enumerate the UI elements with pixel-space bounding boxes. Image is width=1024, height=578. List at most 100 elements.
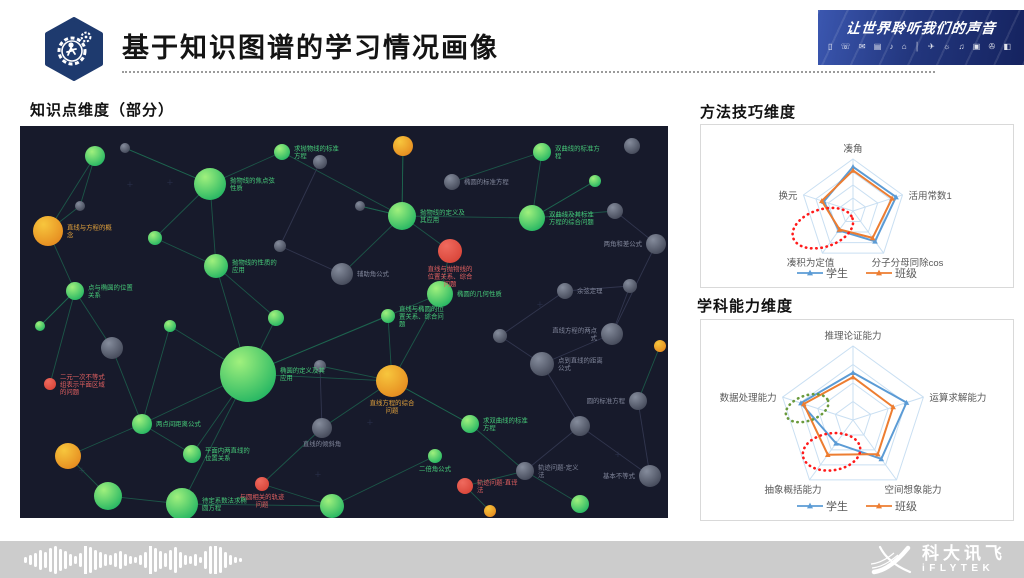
svg-text:双曲线的标准方: 双曲线的标准方 [555, 144, 600, 153]
svg-text:凑角: 凑角 [843, 143, 862, 155]
section-label-knowledge: 知识点维度（部分） [30, 103, 175, 119]
svg-text:活用常数1: 活用常数1 [908, 190, 951, 202]
chart2-legend: 学生 班级 [701, 498, 1013, 514]
svg-text:直线与椭圆的位: 直线与椭圆的位 [399, 304, 444, 313]
svg-text:法: 法 [477, 485, 484, 494]
svg-text:圆方程: 圆方程 [202, 503, 222, 512]
svg-text:两角和差公式: 两角和差公式 [604, 239, 643, 248]
svg-text:置关系、综合问: 置关系、综合问 [399, 311, 444, 320]
banner-slogan: 让世界聆听我们的声音 [845, 22, 997, 37]
legend-item: 学生 [797, 498, 848, 514]
svg-text:直线与抛物线的: 直线与抛物线的 [428, 264, 473, 273]
page-title: 基于知识图谱的学习情况画像 [122, 33, 499, 63]
svg-text:应用: 应用 [232, 265, 245, 274]
svg-text:直线与方程的概: 直线与方程的概 [67, 223, 112, 232]
svg-text:换元: 换元 [779, 190, 799, 202]
svg-text:二倍角公式: 二倍角公式 [419, 464, 452, 473]
chart2-title: 学科能力维度 [697, 299, 794, 315]
svg-text:椭圆的定义及其: 椭圆的定义及其 [280, 366, 325, 375]
knowledge-graph: + +++++++ 抛物线的焦点弦性质求抛物线的标准方程椭圆的标准方程双曲线的标准方… [33, 136, 666, 518]
audio-waveform-icon [24, 546, 242, 574]
svg-text:关系: 关系 [88, 290, 101, 299]
svg-text:问题: 问题 [386, 406, 399, 414]
svg-text:应用: 应用 [280, 373, 293, 382]
knowledge-graph-panel: + + + + + + + + 抛物线的焦点弦 性质 求抛物线的标准 方程 椭圆的标准方程 双曲线的标准方… [20, 126, 668, 518]
svg-text:其应用: 其应用 [420, 215, 439, 224]
svg-text:+: + [537, 299, 543, 311]
svg-text:直线方程的综合: 直线方程的综合 [370, 398, 415, 407]
svg-text:程: 程 [555, 151, 562, 160]
iflytek-swoosh-icon [870, 545, 912, 575]
svg-text:双曲线及其标准: 双曲线及其标准 [549, 210, 594, 219]
chart1-title: 方法技巧维度 [700, 105, 797, 121]
svg-text:+: + [367, 417, 373, 429]
svg-text:式: 式 [591, 333, 598, 342]
svg-text:性质: 性质 [230, 183, 243, 192]
svg-text:问题: 问题 [444, 280, 457, 288]
svg-text:分子分母同除cos: 分子分母同除cos [872, 257, 944, 269]
iflytek-en-text: iFLYTEK [922, 562, 995, 574]
svg-text:的问题: 的问题 [60, 387, 80, 396]
title-underline [122, 71, 935, 73]
svg-text:轨迹问题-直译: 轨迹问题-直译 [477, 478, 518, 487]
svg-text:点与椭圆的位置: 点与椭圆的位置 [88, 283, 133, 292]
svg-text:二元一次不等式: 二元一次不等式 [60, 372, 105, 381]
svg-text:求抛物线的标准: 求抛物线的标准 [294, 144, 339, 153]
svg-text:空间想象能力: 空间想象能力 [884, 484, 941, 496]
svg-text:直线方程的两点: 直线方程的两点 [552, 326, 597, 335]
svg-text:+: + [495, 175, 501, 187]
svg-text:凑积为定值: 凑积为定值 [787, 257, 835, 269]
svg-text:椭圆的几何性质: 椭圆的几何性质 [457, 289, 502, 298]
svg-text:运算求解能力: 运算求解能力 [929, 392, 986, 404]
svg-text:点到直线的距离: 点到直线的距离 [558, 356, 603, 365]
svg-text:轨迹问题-定义: 轨迹问题-定义 [538, 463, 579, 472]
svg-text:平面内两直线的: 平面内两直线的 [205, 446, 250, 455]
svg-text:方程: 方程 [483, 423, 496, 432]
brand-banner: 让世界聆听我们的声音 ▯ ☏ ✉ ▤ ♪ ⌂ │ ✈ ☼ ♫ ▣ ✇ ◧ [818, 10, 1024, 65]
svg-text:求双曲线的标准: 求双曲线的标准 [483, 416, 528, 425]
svg-text:题: 题 [399, 320, 406, 328]
svg-text:+: + [167, 177, 173, 189]
svg-text:法: 法 [538, 470, 545, 479]
svg-text:抛物线的定义及: 抛物线的定义及 [420, 208, 465, 217]
svg-text:+: + [79, 465, 85, 477]
svg-text:方程: 方程 [294, 151, 307, 160]
svg-text:抛物线的性质的: 抛物线的性质的 [232, 258, 277, 267]
svg-text:圆的标准方程: 圆的标准方程 [587, 396, 626, 405]
gear-person-hexagon-icon [45, 17, 103, 81]
legend-item: 班级 [866, 498, 917, 514]
svg-text:位置关系、综合: 位置关系、综合 [428, 271, 473, 280]
svg-text:与圆相关的轨迹: 与圆相关的轨迹 [240, 492, 285, 501]
svg-text:辅助角公式: 辅助角公式 [357, 269, 390, 278]
subject-ability-radar-box: 推理论证能力运算求解能力空间想象能力 抽象概括能力 数据处理能力 学生 班级 [700, 319, 1014, 521]
svg-text:组表示平面区域: 组表示平面区域 [60, 379, 105, 388]
legend-item: 学生 [797, 265, 848, 281]
svg-text:待定系数法求椭: 待定系数法求椭 [202, 496, 247, 505]
svg-text:两点间距离公式: 两点间距离公式 [156, 419, 201, 428]
svg-text:念: 念 [67, 230, 74, 239]
svg-text:抽象概括能力: 抽象概括能力 [764, 484, 821, 496]
svg-text:方程的综合问题: 方程的综合问题 [549, 217, 594, 226]
svg-text:抛物线的焦点弦: 抛物线的焦点弦 [230, 176, 275, 185]
svg-text:数据处理能力: 数据处理能力 [720, 392, 777, 404]
banner-icon-row: ▯ ☏ ✉ ▤ ♪ ⌂ │ ✈ ☼ ♫ ▣ ✇ ◧ [827, 42, 1015, 51]
svg-text:直线的倾斜角: 直线的倾斜角 [303, 439, 341, 448]
method-skill-radar-box: 凑角活用常数1 分子分母同除cos 凑积为定值 换元 学生 班级 [700, 124, 1014, 288]
svg-text:问题: 问题 [256, 500, 269, 508]
svg-text:公式: 公式 [558, 363, 571, 372]
legend-item: 班级 [866, 265, 917, 281]
svg-text:椭圆的标准方程: 椭圆的标准方程 [464, 177, 509, 186]
svg-text:+: + [615, 449, 621, 461]
svg-text:位置关系: 位置关系 [205, 453, 231, 462]
chart1-legend: 学生 班级 [701, 265, 1013, 281]
iflytek-cn-text: 科大讯飞 [922, 543, 1006, 563]
svg-text:+: + [127, 179, 133, 191]
iflytek-logo: 科大讯飞 iFLYTEK [868, 543, 1006, 575]
svg-text:余弦定理: 余弦定理 [577, 286, 603, 295]
svg-text:基本不等式: 基本不等式 [603, 471, 636, 480]
svg-text:推理论证能力: 推理论证能力 [824, 330, 881, 342]
footer-bar: 科大讯飞 iFLYTEK [0, 541, 1024, 578]
svg-text:+: + [315, 469, 321, 481]
